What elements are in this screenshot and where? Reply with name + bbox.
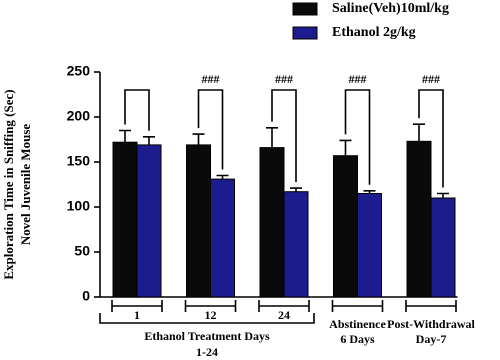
significance-label: ### <box>202 72 220 86</box>
significance-bracket <box>271 89 297 183</box>
group-label: Ethanol Treatment Days <box>144 329 270 343</box>
legend-swatch <box>292 2 318 16</box>
x-tick-label: 6 Days <box>340 332 375 346</box>
significance-bracket <box>418 89 444 188</box>
y-tick-label: 200 <box>67 108 91 124</box>
y-tick-label: 100 <box>67 198 91 214</box>
y-tick-label: 50 <box>74 243 90 259</box>
bar <box>333 155 358 298</box>
bar <box>357 193 382 298</box>
x-tick-label: Post-Withdrawal <box>387 317 475 331</box>
x-tick-label: Day-7 <box>416 332 447 346</box>
y-axis-label: Exploration Time in Sniffing (Sec) <box>1 89 16 279</box>
significance-bracket <box>197 89 224 170</box>
legend-label: Ethanol 2g/kg <box>332 25 416 40</box>
error-bar <box>216 174 229 180</box>
bar <box>186 144 211 298</box>
error-bar <box>290 187 302 192</box>
x-tick-label: 1 <box>134 308 140 322</box>
y-tick-label: 250 <box>67 63 91 79</box>
bar <box>112 141 138 298</box>
error-bar <box>119 129 131 143</box>
x-tick-label: 24 <box>278 308 290 322</box>
bar <box>283 191 309 298</box>
bar <box>210 178 235 298</box>
bar <box>430 197 456 298</box>
group-bracket <box>99 313 315 324</box>
error-bar <box>413 123 425 142</box>
x-tick-label: Abstinence <box>329 317 386 331</box>
error-bar <box>266 127 278 148</box>
category-bracket <box>258 300 310 312</box>
significance-bracket <box>124 89 150 131</box>
error-bar <box>143 136 155 145</box>
y-tick-label: 150 <box>67 153 91 169</box>
bar <box>406 140 432 298</box>
significance-label: ### <box>349 72 367 86</box>
significance-label: ### <box>422 72 440 86</box>
significance-label: ### <box>275 72 293 86</box>
y-axis-label: Novel Juvenile Mouse <box>18 124 33 246</box>
legend-swatch <box>292 26 318 40</box>
legend-label: Saline(Veh)10ml/kg <box>332 1 449 16</box>
error-bar <box>339 139 352 156</box>
error-bar <box>192 133 205 145</box>
category-bracket <box>111 300 163 312</box>
category-bracket <box>331 300 384 312</box>
error-bar <box>437 192 449 198</box>
group-label: 1-24 <box>196 345 218 359</box>
significance-bracket <box>344 89 371 185</box>
category-bracket <box>184 300 237 312</box>
x-tick-label: 12 <box>205 308 217 322</box>
bar <box>136 144 162 298</box>
error-bar <box>363 190 376 194</box>
bar <box>259 147 285 298</box>
y-tick-label: 0 <box>82 288 90 304</box>
category-bracket <box>405 300 457 312</box>
